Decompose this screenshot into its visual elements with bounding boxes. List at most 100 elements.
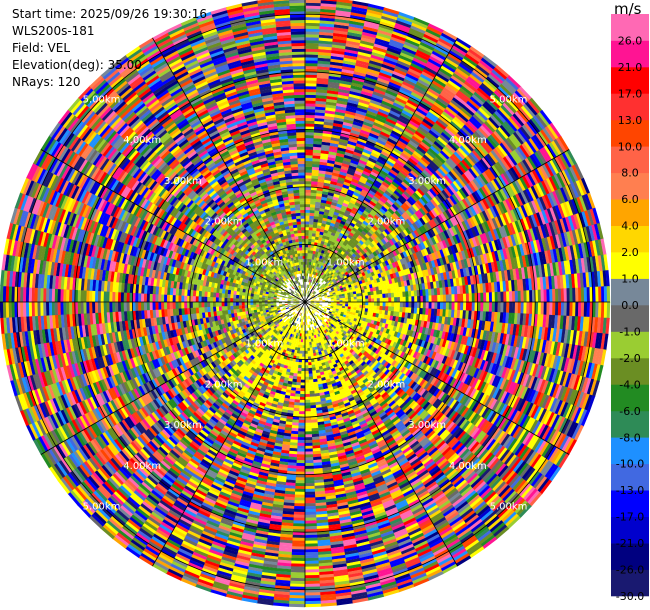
range-gate-cell [344, 151, 354, 158]
range-gate-cell [308, 267, 311, 271]
range-gate-cell [395, 187, 404, 196]
range-gate-cell [441, 163, 451, 174]
range-gate-cell [433, 77, 447, 88]
range-gate-cell [334, 21, 350, 27]
range-gate-cell [506, 302, 510, 314]
ray [308, 3, 385, 289]
range-gate-cell [482, 122, 494, 135]
range-gate-cell [379, 21, 396, 29]
range-gate-cell [433, 140, 445, 151]
range-gate-cell [422, 295, 426, 303]
range-gate-cell [370, 96, 383, 104]
range-gate-cell [451, 118, 464, 130]
range-gate-cell [474, 162, 485, 174]
range-gate-cell [305, 267, 307, 271]
range-gate-cell [457, 293, 461, 303]
range-gate-cell [407, 186, 416, 195]
range-gate-cell [388, 297, 392, 303]
range-gate-cell [393, 28, 409, 37]
range-gate-cell [337, 276, 342, 281]
range-gate-cell [401, 192, 410, 201]
range-gate-cell [348, 186, 356, 192]
range-gate-cell [305, 235, 309, 239]
range-gate-cell [386, 47, 402, 56]
range-gate-cell [309, 256, 313, 260]
range-gate-cell [437, 180, 447, 191]
range-gate-cell [380, 216, 387, 223]
range-gate-cell [355, 229, 362, 236]
range-gate-cell [352, 76, 366, 83]
range-gate-cell [514, 290, 519, 303]
range-gate-cell [351, 79, 365, 86]
range-gate-cell [321, 223, 327, 227]
range-gate-cell [309, 215, 315, 219]
range-gate-cell [338, 213, 344, 218]
range-gate-cell [347, 234, 353, 240]
range-gate-cell [305, 80, 318, 84]
range-gate-cell [416, 128, 428, 137]
range-gate-cell [322, 265, 326, 270]
range-gate-cell [454, 178, 464, 190]
range-gate-cell [420, 171, 430, 181]
ray [307, 23, 445, 297]
range-gate-cell [459, 128, 471, 140]
range-gate-cell [347, 99, 360, 105]
range-gate-cell [406, 198, 415, 206]
ray [307, 17, 430, 297]
range-gate-cell [474, 111, 487, 124]
range-gate-cell [363, 146, 374, 153]
range-gate-cell [316, 74, 330, 79]
range-gate-cell [379, 246, 385, 253]
range-gate-cell [528, 119, 541, 134]
range-gate-cell [459, 161, 469, 172]
range-gate-cell [407, 122, 419, 131]
range-gate-cell [314, 213, 320, 217]
range-gate-cell [379, 153, 389, 161]
range-gate-cell [357, 162, 367, 169]
range-gate-cell [370, 219, 377, 226]
range-gate-cell [375, 37, 391, 45]
range-gate-cell [411, 302, 415, 308]
range-gate-cell [321, 193, 329, 198]
range-gate-cell [380, 150, 391, 158]
range-gate-cell [434, 295, 438, 303]
range-gate-cell [355, 62, 369, 69]
range-gate-cell [348, 165, 357, 171]
range-gate-cell [398, 232, 405, 240]
range-gate-cell [374, 144, 384, 151]
range-gate-cell [352, 175, 361, 182]
range-gate-cell [368, 302, 372, 306]
range-gate-cell [308, 232, 313, 237]
range-gate-cell [316, 279, 320, 283]
range-gate-cell [315, 248, 320, 252]
range-gate-cell [361, 87, 375, 95]
range-gate-cell [320, 287, 324, 291]
range-gate-cell [412, 57, 428, 67]
range-gate-cell [393, 124, 405, 133]
range-gate-cell [360, 254, 366, 260]
range-gate-cell [398, 206, 406, 214]
range-gate-cell [386, 173, 396, 182]
range-gate-cell [470, 166, 481, 178]
range-gate-cell [366, 178, 375, 186]
range-gate-cell [370, 294, 375, 299]
range-gate-cell [344, 51, 359, 58]
range-gate-cell [422, 194, 431, 203]
range-gate-cell [314, 275, 317, 279]
range-gate-cell [334, 161, 343, 166]
range-gate-cell [486, 118, 498, 132]
range-gate-cell [362, 170, 371, 177]
range-gate-cell [346, 104, 358, 111]
range-gate-cell [404, 104, 417, 113]
range-gate-cell [480, 302, 484, 312]
range-gate-cell [378, 172, 387, 180]
range-gate-cell [435, 205, 443, 215]
range-gate-cell [425, 28, 442, 39]
range-gate-cell [338, 85, 352, 91]
range-gate-cell [389, 78, 403, 87]
range-gate-cell [353, 214, 361, 221]
range-gate-cell [306, 275, 308, 280]
range-gate-cell [494, 291, 498, 303]
range-gate-cell [349, 90, 362, 97]
range-gate-cell [307, 253, 311, 257]
